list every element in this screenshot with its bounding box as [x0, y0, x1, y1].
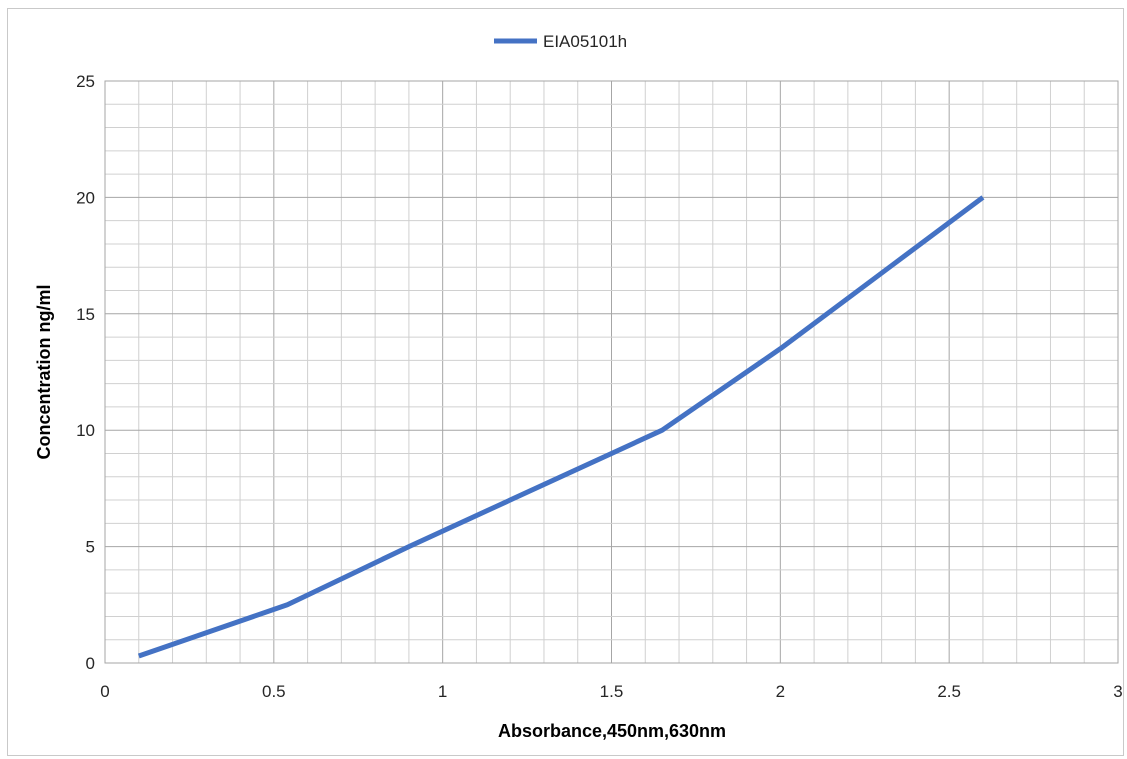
chart-frame — [7, 8, 1124, 756]
y-tick-label: 0 — [86, 654, 95, 673]
x-tick-label: 2.5 — [937, 682, 961, 701]
plot-border — [104, 80, 1119, 664]
y-axis-ticks: 0 5 10 15 20 25 — [76, 72, 95, 673]
y-tick-label: 5 — [86, 538, 95, 557]
y-tick-label: 10 — [76, 421, 95, 440]
grid — [104, 80, 1119, 664]
x-tick-label: 0.5 — [262, 682, 286, 701]
legend: EIA05101h — [494, 32, 627, 51]
x-tick-label: 1 — [438, 682, 447, 701]
y-tick-label: 15 — [76, 305, 95, 324]
plot-area — [104, 80, 1119, 664]
y-axis-title: Concentration ng/ml — [34, 285, 54, 460]
legend-label: EIA05101h — [543, 32, 627, 51]
series-layer — [137, 195, 985, 659]
x-tick-label: 1.5 — [600, 682, 624, 701]
x-tick-label: 2 — [776, 682, 785, 701]
x-tick-label: 3 — [1113, 682, 1122, 701]
x-tick-label: 0 — [100, 682, 109, 701]
y-tick-label: 20 — [76, 188, 95, 207]
x-axis-ticks: 0 0.5 1 1.5 2 2.5 3 — [100, 682, 1122, 701]
series-line — [137, 195, 985, 659]
y-tick-label: 25 — [76, 72, 95, 91]
x-axis-title: Absorbance,450nm,630nm — [498, 721, 726, 741]
